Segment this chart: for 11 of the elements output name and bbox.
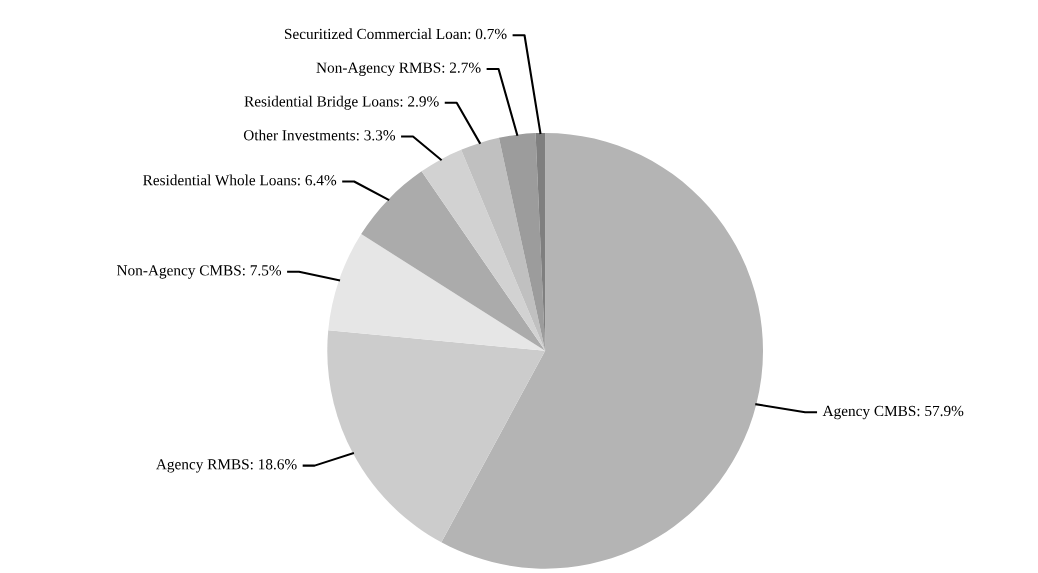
- slice-label: Residential Bridge Loans: 2.9%: [244, 95, 439, 110]
- pie-slice: [461, 137, 546, 351]
- slice-label: Securitized Commercial Loan: 0.7%: [284, 28, 507, 40]
- pie-slice: [328, 234, 546, 351]
- slice-label: Agency CMBS: 57.9%: [822, 405, 964, 420]
- slice-label: Non-Agency CMBS: 7.5%: [116, 265, 282, 279]
- slice-label: Residential Whole Loans: 6.4%: [143, 174, 337, 186]
- pie-slice: [498, 133, 546, 351]
- slice-label: Non-Agency RMBS: 2.7%: [316, 62, 481, 76]
- slice-label: Other Investments: 3.3%: [243, 129, 396, 141]
- slice-label: Agency RMBS: 18.6%: [156, 459, 297, 473]
